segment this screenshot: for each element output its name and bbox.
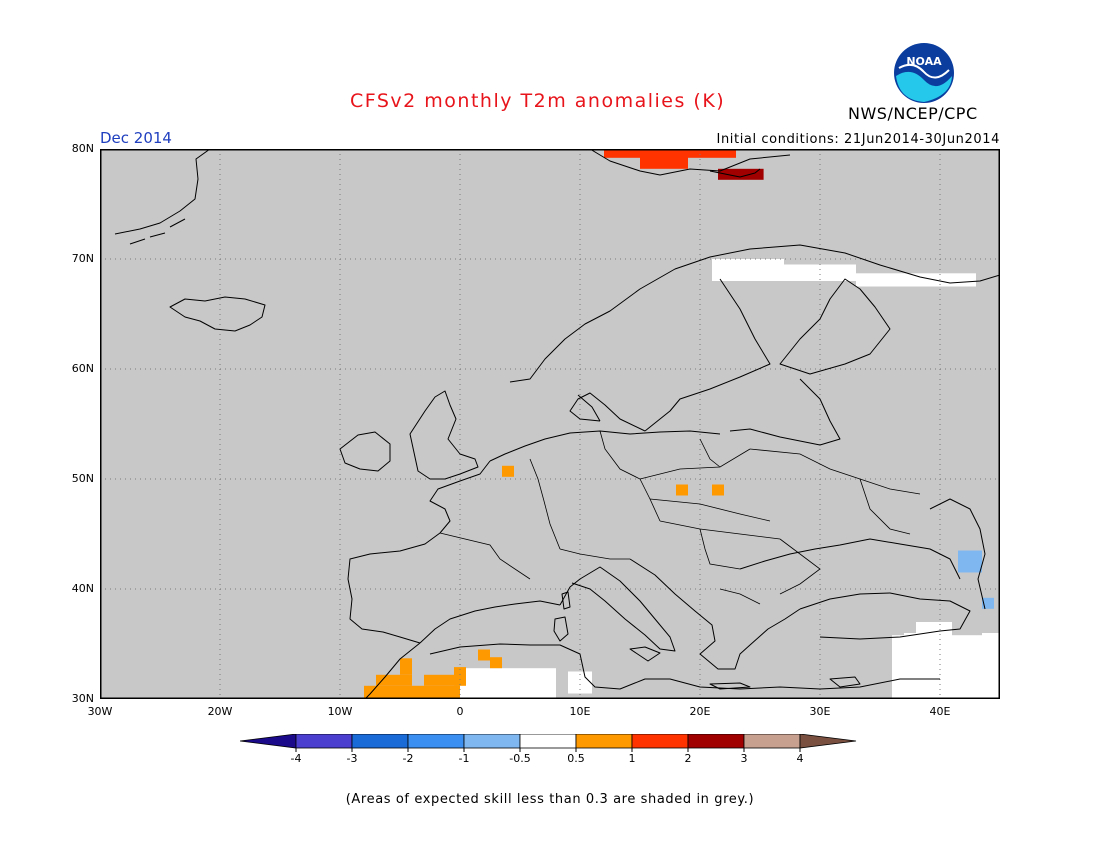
coastlines [114,149,1000,699]
colorbar-label: -4 [290,752,302,765]
colorbar-segment [463,734,521,749]
anomaly-cell [958,550,982,573]
anomaly-cell [490,657,502,669]
neutral-region [904,633,952,655]
colorbar-label: -2 [402,752,414,765]
anomaly-cell [400,658,412,675]
colorbar-label: -0.5 [509,752,531,765]
country-borders [439,430,921,605]
anomaly-cell [676,484,688,496]
colorbar-segment [519,734,577,749]
anomaly-map [100,149,1000,699]
longitude-label: 0 [456,705,464,718]
longitude-label: 20W [207,705,233,718]
latitude-label: 50N [71,472,94,485]
latitude-label: 30N [71,692,94,705]
anomaly-cell [502,465,514,477]
anomaly-cell [604,149,736,158]
anomaly-cell [364,685,460,699]
noaa-logo-text: NOAA [906,55,942,68]
longitude-label: 40E [929,705,951,718]
anomaly-cell [454,667,466,686]
neutral-region [784,264,856,281]
map-gridlines [100,149,1000,699]
latitude-label: 80N [71,142,94,155]
colorbar-segment [575,734,633,749]
anomaly-cell [982,597,994,609]
anomaly-cell [376,674,412,686]
neutral-region [568,671,592,694]
colorbar-segment [240,734,297,749]
colorbar-segment [631,734,689,749]
longitude-label: 20E [689,705,711,718]
latitude-label: 40N [71,582,94,595]
agency-label: NWS/NCEP/CPC [848,104,978,123]
colorbar-segment [799,734,857,749]
colorbar-label: -3 [346,752,358,765]
colorbar-segment [351,734,409,749]
colorbar-label: 3 [740,752,748,765]
colorbar-label: 0.5 [567,752,585,765]
forecast-month: Dec 2014 [100,129,172,147]
neutral-region [856,273,976,287]
anomaly-cells [364,149,994,699]
anomaly-cell [712,484,724,496]
anomaly-cell [478,649,490,661]
colorbar-label: 2 [684,752,692,765]
colorbar-label: 1 [628,752,636,765]
colorbar-label: -1 [458,752,470,765]
map-background [100,149,1000,699]
longitude-label: 30W [87,705,113,718]
anomaly-cell [424,674,460,686]
longitude-label: 10E [569,705,591,718]
neutral-anomaly-regions [460,259,1000,699]
latitude-label: 60N [71,362,94,375]
neutral-region [460,668,556,699]
longitude-label: 30E [809,705,831,718]
anomaly-cell [718,168,764,180]
footnote: (Areas of expected skill less than 0.3 a… [345,792,755,807]
neutral-region [916,622,952,633]
noaa-logo-icon: NOAA [894,43,954,103]
latitude-label: 70N [71,252,94,265]
colorbar-segment [407,734,465,749]
initial-conditions: Initial conditions: 21Jun2014-30Jun2014 [716,132,1000,147]
neutral-region [712,259,784,281]
colorbar-segment [743,734,801,749]
anomaly-cell [640,155,688,169]
colorbar-segment [295,734,353,749]
colorbar-label: 4 [796,752,804,765]
map-title: CFSv2 monthly T2m anomalies (K) [350,90,726,112]
map-frame [100,149,1000,699]
longitude-label: 10W [327,705,353,718]
colorbar [240,734,857,752]
colorbar-segment [687,734,745,749]
